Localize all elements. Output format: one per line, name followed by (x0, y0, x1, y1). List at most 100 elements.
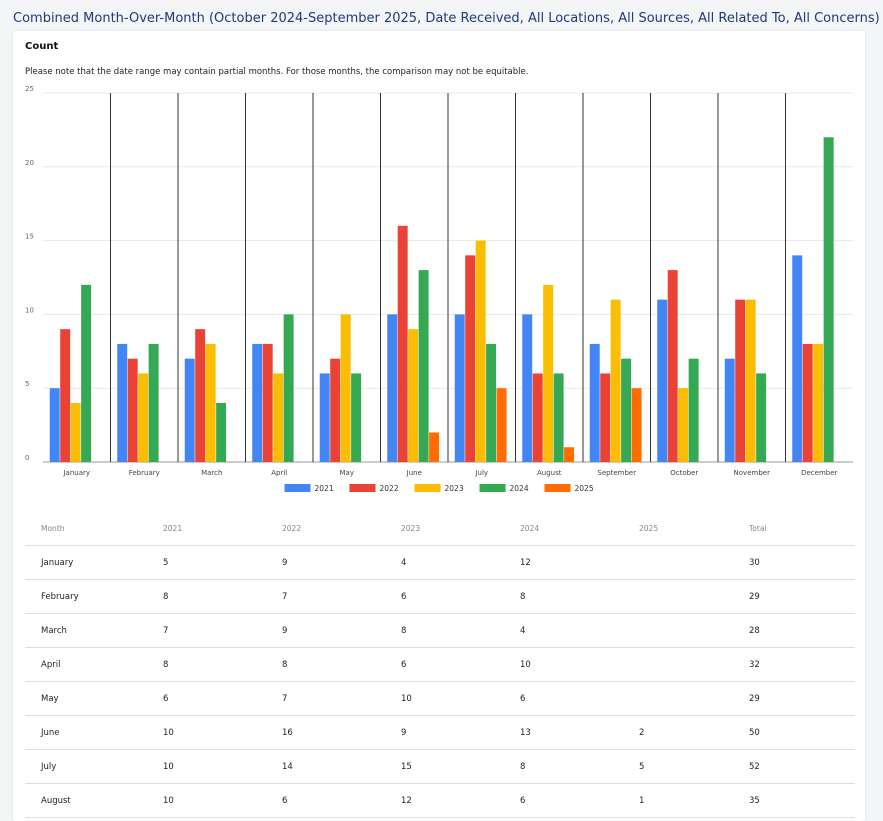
bar-2024-november (756, 373, 767, 462)
y-tick-label: 5 (25, 380, 29, 388)
value-cell: 6 (504, 681, 623, 716)
x-tick-label: May (340, 469, 354, 477)
column-header[interactable]: 2025 (623, 511, 733, 546)
bar-2023-may (340, 314, 351, 462)
bar-2024-april (283, 314, 294, 462)
table-row: July 10 14 15 8 5 52 (25, 749, 855, 784)
value-cell (623, 647, 733, 682)
column-header[interactable]: Month (25, 511, 147, 546)
value-cell (623, 681, 733, 716)
bar-2021-january (49, 388, 60, 462)
month-cell: April (25, 647, 147, 682)
value-cell: 6 (266, 783, 385, 818)
value-cell (623, 545, 733, 580)
value-cell: 13 (504, 715, 623, 750)
bar-2024-may (351, 373, 362, 462)
value-cell: 7 (266, 681, 385, 716)
value-cell: 12 (385, 783, 504, 818)
bar-2021-july (454, 314, 465, 462)
bar-2024-june (418, 270, 429, 462)
bar-2022-may (330, 358, 341, 462)
bar-2022-november (735, 299, 746, 462)
bar-2022-march (195, 329, 206, 462)
bar-2024-february (148, 343, 159, 462)
bar-2022-january (60, 329, 71, 462)
x-tick-label: January (62, 469, 90, 477)
bar-2023-december (813, 343, 824, 462)
x-tick-label: November (734, 469, 771, 477)
value-cell: 29 (733, 681, 855, 716)
bar-2022-july (465, 255, 476, 462)
bar-2023-june (408, 329, 419, 462)
value-cell: 10 (147, 783, 266, 818)
bar-2023-october (678, 388, 689, 462)
value-cell: 28 (733, 613, 855, 648)
bar-2023-november (745, 299, 756, 462)
data-table: Month 2021 2022 2023 2024 2025 Total January 5 9… (25, 511, 855, 818)
value-cell: 4 (504, 613, 623, 648)
bar-2023-april (273, 373, 284, 462)
value-cell: 12 (504, 545, 623, 580)
bar-2024-march (216, 402, 227, 462)
bar-2023-september (610, 299, 621, 462)
bar-2025-june (429, 432, 440, 462)
x-tick-label: December (801, 469, 837, 477)
value-cell: 10 (504, 647, 623, 682)
month-cell: February (25, 579, 147, 614)
page-title: Combined Month-Over-Month (October 2024-… (13, 11, 880, 26)
bar-2021-may (319, 373, 330, 462)
value-cell: 9 (385, 715, 504, 750)
bar-2025-august (564, 447, 575, 462)
bar-2022-september (600, 373, 611, 462)
value-cell: 10 (147, 749, 266, 784)
column-header[interactable]: Total (733, 511, 855, 546)
value-cell: 14 (266, 749, 385, 784)
value-cell: 30 (733, 545, 855, 580)
partial-months-note: Please note that the date range may cont… (25, 67, 529, 77)
x-tick-label: October (670, 469, 698, 477)
bar-2022-april (262, 343, 273, 462)
value-cell: 6 (147, 681, 266, 716)
x-tick-label: September (597, 469, 636, 477)
x-tick-label: July (474, 469, 488, 477)
value-cell: 1 (623, 783, 733, 818)
bar-2024-january (81, 284, 92, 462)
legend-swatch-2025 (544, 484, 571, 492)
value-cell (623, 613, 733, 648)
value-cell: 15 (385, 749, 504, 784)
value-cell: 7 (147, 613, 266, 648)
bar-2024-september (621, 358, 632, 462)
legend-label-2022: 2022 (380, 484, 399, 493)
month-cell: March (25, 613, 147, 648)
table-row: February 8 7 6 8 29 (25, 579, 855, 614)
value-cell: 8 (147, 647, 266, 682)
bar-2024-july (486, 343, 497, 462)
legend-swatch-2021 (284, 484, 311, 492)
column-header[interactable]: 2024 (504, 511, 623, 546)
value-cell: 6 (385, 647, 504, 682)
bar-2021-august (522, 314, 533, 462)
value-cell: 32 (733, 647, 855, 682)
value-cell: 9 (266, 545, 385, 580)
bar-2023-february (138, 373, 149, 462)
month-cell: June (25, 715, 147, 750)
column-header[interactable]: 2021 (147, 511, 266, 546)
column-header[interactable]: 2023 (385, 511, 504, 546)
value-cell: 50 (733, 715, 855, 750)
value-cell: 2 (623, 715, 733, 750)
table-row: January 5 9 4 12 30 (25, 545, 855, 580)
x-tick-label: March (201, 469, 222, 477)
column-header[interactable]: 2022 (266, 511, 385, 546)
bar-2021-march (184, 358, 195, 462)
bar-2021-november (724, 358, 735, 462)
bar-2021-september (589, 343, 600, 462)
value-cell: 8 (504, 749, 623, 784)
bar-2024-december (823, 137, 834, 462)
value-cell (623, 579, 733, 614)
bar-2021-december (792, 255, 803, 462)
x-tick-label: August (537, 469, 562, 477)
month-cell: August (25, 783, 147, 818)
bar-2024-october (688, 358, 699, 462)
bar-2024-august (553, 373, 564, 462)
bar-2022-october (667, 270, 678, 462)
